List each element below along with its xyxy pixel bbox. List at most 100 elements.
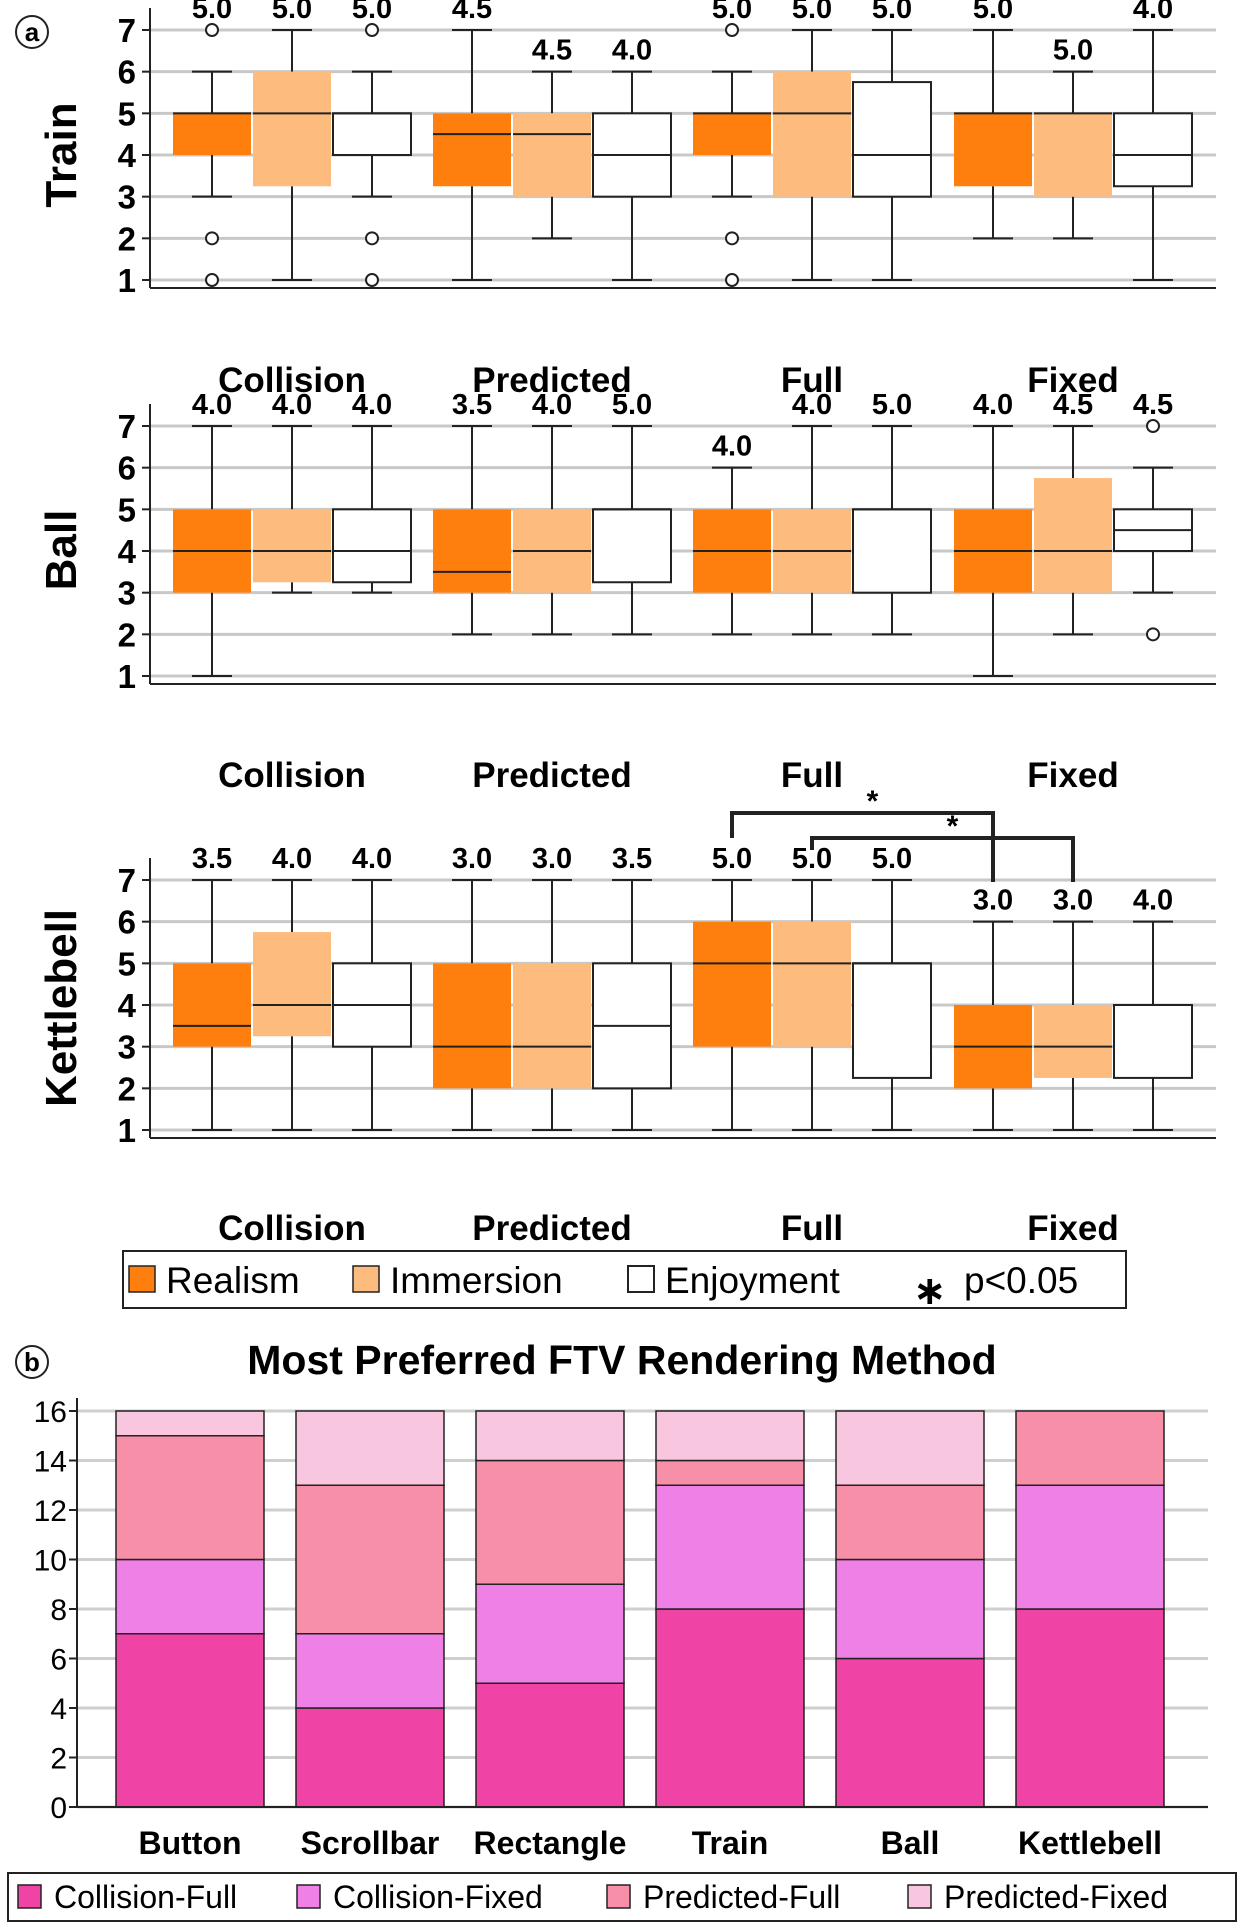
bar-y-tick-label-2: 2 xyxy=(50,1743,67,1776)
bar-button-predicted-full xyxy=(115,1435,265,1561)
box-kettlebell-fixed-realism-median-label: 3.0 xyxy=(973,885,1013,917)
box-ball-collision-immersion-median-label: 4.0 xyxy=(272,389,312,421)
y-tick-label-2: 2 xyxy=(118,616,136,653)
y-tick-label-4: 4 xyxy=(118,533,137,570)
box-kettlebell-full-realism-box xyxy=(693,921,771,1047)
panel-b-title: Most Preferred FTV Rendering Method xyxy=(247,1337,996,1383)
box-train-collision-enjoyment-outlier-2 xyxy=(365,23,379,37)
y-tick-label-4: 4 xyxy=(118,987,137,1024)
x-category-kettlebell-predicted: Predicted xyxy=(472,1209,632,1248)
bar-kettlebell-collision-fixed xyxy=(1015,1484,1165,1610)
box-kettlebell-predicted-realism-box xyxy=(433,963,511,1089)
bar-scrollbar-predicted-full xyxy=(295,1484,445,1635)
y-tick-label-6: 6 xyxy=(118,450,136,487)
box-ball-full-enjoyment-box xyxy=(852,508,932,594)
bar-button-collision-full xyxy=(115,1633,265,1808)
bar-y-tick-label-10: 10 xyxy=(34,1545,67,1578)
box-train-collision-immersion-box xyxy=(253,71,331,187)
y-tick-label-2: 2 xyxy=(118,220,136,257)
box-kettlebell-predicted-immersion-median-label: 3.0 xyxy=(532,843,572,875)
box-train-collision-immersion-median-label: 5.0 xyxy=(272,0,312,25)
legend-collision-fixed-swatch xyxy=(296,1884,321,1909)
box-kettlebell-fixed-enjoyment-box xyxy=(1113,1004,1193,1079)
y-tick-label-6: 6 xyxy=(118,54,136,91)
y-tick-label-5: 5 xyxy=(118,491,136,528)
bar-x-label-button: Button xyxy=(138,1825,241,1861)
box-train-fixed-realism-median-label: 5.0 xyxy=(973,0,1013,25)
box-kettlebell-predicted-realism-median-label: 3.0 xyxy=(452,843,492,875)
x-category-kettlebell-full: Full xyxy=(781,1209,843,1248)
box-train-full-realism-box xyxy=(693,113,771,155)
bar-ball-predicted-fixed xyxy=(835,1410,985,1486)
box-ball-fixed-enjoyment-median-label: 4.5 xyxy=(1133,389,1173,421)
box-train-predicted-realism-box xyxy=(433,113,511,187)
box-kettlebell-full-enjoyment-box xyxy=(852,962,932,1079)
box-ball-predicted-enjoyment-median-label: 5.0 xyxy=(612,389,652,421)
y-tick-label-4: 4 xyxy=(118,137,137,174)
box-train-fixed-immersion-median-label: 5.0 xyxy=(1053,35,1093,67)
box-ball-predicted-realism-median-label: 3.5 xyxy=(452,389,492,421)
x-category-ball-collision: Collision xyxy=(218,756,366,795)
box-plot-ball: 1 2 3 4 5 6 7 4.0 4.0 4.0 Collision 3.5 4.0 5.0 Predic… xyxy=(37,389,1216,795)
box-train-collision-realism-outlier-0 xyxy=(205,273,219,287)
y-axis-label-ball: Ball xyxy=(37,510,86,591)
legend-b: Collision-Full Collision-Fixed Predicted… xyxy=(7,1872,1237,1922)
box-train-collision-realism-median-label: 5.0 xyxy=(192,0,232,25)
legend-immersion-swatch xyxy=(352,1265,380,1293)
y-tick-label-1: 1 xyxy=(118,262,136,299)
box-ball-predicted-realism-box xyxy=(433,509,511,593)
panel-b-badge xyxy=(15,1345,49,1379)
box-ball-full-immersion-median-label: 4.0 xyxy=(792,389,832,421)
x-category-kettlebell-fixed: Fixed xyxy=(1027,1209,1118,1248)
bar-y-tick-label-12: 12 xyxy=(34,1495,67,1528)
significance-bracket-1 xyxy=(810,836,1075,882)
x-category-train-fixed: Fixed xyxy=(1027,361,1118,400)
bar-scrollbar-collision-fixed xyxy=(295,1633,445,1709)
x-category-train-full: Full xyxy=(781,361,843,400)
box-kettlebell-collision-enjoyment-median-label: 4.0 xyxy=(352,843,392,875)
legend-collision-full-label: Collision-Full xyxy=(54,1879,237,1915)
y-tick-label-7: 7 xyxy=(118,12,136,49)
legend-predicted-full-label: Predicted-Full xyxy=(643,1879,840,1915)
box-train-fixed-enjoyment-median-label: 4.0 xyxy=(1133,0,1173,25)
box-train-predicted-immersion-median-label: 4.5 xyxy=(532,35,572,67)
bar-train-collision-full xyxy=(655,1608,805,1808)
box-plot-train: 1 2 3 4 5 6 7 5.0 5.0 5.0 Collision 4.5 4.5 4.0 Predic… xyxy=(37,0,1216,400)
legend-predicted-fixed-swatch xyxy=(907,1884,932,1909)
bar-ball-collision-full xyxy=(835,1657,985,1808)
y-tick-label-1: 1 xyxy=(118,1112,136,1149)
panel-a-badge xyxy=(15,15,49,49)
x-category-ball-fixed: Fixed xyxy=(1027,756,1118,795)
box-train-full-enjoyment-box xyxy=(852,81,932,198)
legend-predicted-full-swatch xyxy=(606,1884,631,1909)
legend-a-frame xyxy=(122,1250,1127,1309)
box-kettlebell-full-enjoyment-median-label: 5.0 xyxy=(872,843,912,875)
box-ball-predicted-immersion-median-label: 4.0 xyxy=(532,389,572,421)
box-ball-collision-enjoyment-median-label: 4.0 xyxy=(352,389,392,421)
panel-b-tag: b xyxy=(24,1347,40,1377)
bar-x-label-scrollbar: Scrollbar xyxy=(301,1825,440,1861)
bar-x-label-kettlebell: Kettlebell xyxy=(1018,1825,1162,1861)
legend-significance-symbol: ∗ xyxy=(913,1269,947,1313)
stacked-bar-chart: 0 2 4 6 8 10 12 14 16 Button Scrollbar Rectangle Tra… xyxy=(34,1396,1208,1861)
legend-significance-label: p<0.05 xyxy=(964,1260,1078,1301)
box-kettlebell-collision-realism-box xyxy=(173,963,251,1047)
bar-y-tick-label-14: 14 xyxy=(34,1446,67,1479)
bar-scrollbar-predicted-fixed xyxy=(295,1410,445,1486)
box-kettlebell-collision-immersion-median-label: 4.0 xyxy=(272,843,312,875)
bar-rectangle-predicted-fixed xyxy=(475,1410,625,1462)
bar-rectangle-predicted-full xyxy=(475,1459,625,1585)
legend-immersion-label: Immersion xyxy=(390,1260,563,1301)
y-tick-label-7: 7 xyxy=(118,408,136,445)
box-kettlebell-fixed-immersion-box xyxy=(1034,1005,1112,1078)
box-ball-collision-enjoyment-box xyxy=(332,508,412,584)
significance-star-0: * xyxy=(867,785,879,818)
box-train-full-realism-outlier-2 xyxy=(725,23,739,37)
y-axis-label-train: Train xyxy=(37,102,86,207)
box-kettlebell-fixed-immersion-median-label: 3.0 xyxy=(1053,885,1093,917)
box-ball-fixed-immersion-box xyxy=(1034,478,1112,593)
box-ball-collision-realism-median-label: 4.0 xyxy=(192,389,232,421)
legend-a: Realism Immersion Enjoyment ∗ p<0.05 xyxy=(122,1250,1127,1313)
y-tick-label-5: 5 xyxy=(118,95,136,132)
